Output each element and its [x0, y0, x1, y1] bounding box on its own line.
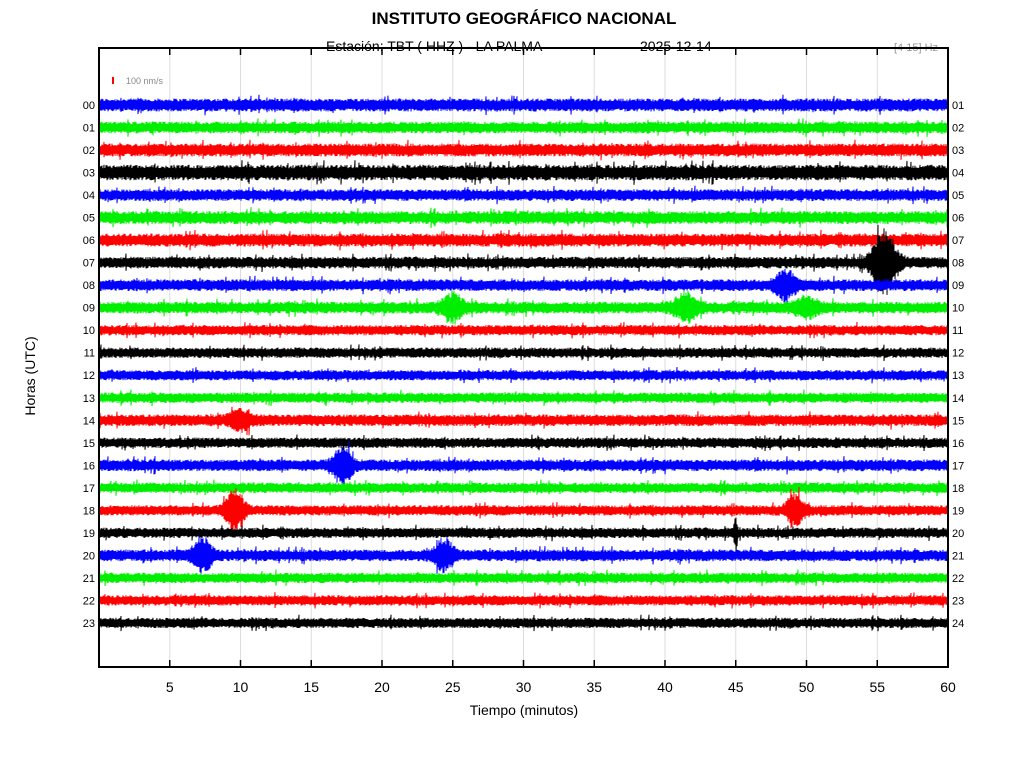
hour-label-left: 14	[83, 415, 95, 427]
trace-hour-00	[99, 94, 948, 116]
hour-label-left: 02	[83, 145, 95, 157]
x-tick-label: 25	[445, 679, 461, 695]
x-axis-label: Tiempo (minutos)	[469, 702, 579, 718]
x-tick-label: 60	[940, 679, 956, 695]
trace-hour-12	[99, 367, 948, 384]
date-label: 2025-12-14	[640, 38, 712, 54]
hour-label-left: 22	[83, 595, 95, 607]
trace-hour-08	[99, 268, 948, 303]
hour-label-right: 21	[952, 550, 964, 562]
trace-hour-17	[99, 479, 948, 497]
trace-hour-16	[99, 441, 948, 488]
station-label: Estación: TBT ( HHZ ) - LA PALMA	[326, 38, 543, 54]
trace-hour-15	[99, 434, 948, 452]
hour-label-right: 20	[952, 528, 964, 540]
hour-label-left: 13	[83, 393, 95, 405]
x-tick-label: 15	[303, 679, 319, 695]
trace-hour-21	[99, 569, 948, 587]
hour-label-right: 02	[952, 123, 964, 135]
hour-label-right: 16	[952, 438, 964, 450]
trace-hour-10	[99, 321, 948, 339]
hour-label-left: 04	[83, 190, 95, 202]
x-tick-label: 30	[516, 679, 532, 695]
hour-label-right: 17	[952, 460, 964, 472]
x-tick-label: 5	[166, 679, 174, 695]
hour-label-right: 11	[952, 325, 963, 337]
hour-label-right: 01	[952, 100, 964, 112]
hour-label-right: 24	[952, 618, 964, 630]
trace-hour-14	[99, 406, 948, 436]
chart-title: INSTITUTO GEOGRÁFICO NACIONAL	[371, 9, 677, 28]
hour-label-left: 19	[83, 528, 95, 540]
x-tick-label: 50	[799, 679, 815, 695]
hour-label-left: 08	[83, 280, 95, 292]
hour-label-left: 23	[83, 618, 95, 630]
hour-label-left: 20	[83, 550, 95, 562]
scale-bar	[112, 77, 114, 84]
trace-hour-09	[99, 290, 948, 325]
hour-label-right: 22	[952, 573, 964, 585]
trace-hour-20	[99, 536, 948, 576]
hour-label-right: 18	[952, 483, 964, 495]
hour-label-left: 09	[83, 303, 95, 315]
trace-hour-07	[99, 224, 948, 295]
x-tick-label: 10	[233, 679, 249, 695]
hour-label-left: 12	[83, 370, 95, 382]
hour-label-left: 07	[83, 258, 95, 270]
x-tick-label: 35	[586, 679, 602, 695]
hour-label-right: 19	[952, 505, 964, 517]
hour-label-left: 05	[83, 213, 95, 225]
hour-label-left: 17	[83, 483, 95, 495]
hour-label-right: 05	[952, 190, 964, 202]
x-tick-label: 40	[657, 679, 673, 695]
hour-label-left: 15	[83, 438, 95, 450]
hour-label-right: 08	[952, 258, 964, 270]
trace-hour-06	[99, 229, 948, 251]
trace-hour-11	[99, 344, 948, 362]
trace-hour-04	[99, 185, 948, 205]
trace-hour-02	[99, 139, 948, 161]
hour-label-left: 06	[83, 235, 95, 247]
trace-hour-18	[99, 487, 948, 534]
hour-label-left: 11	[84, 348, 95, 360]
trace-hour-05	[99, 207, 948, 229]
trace-hour-19	[99, 517, 948, 554]
scale-label: 100 nm/s	[126, 76, 164, 86]
hour-label-left: 00	[83, 100, 95, 112]
hour-label-left: 21	[83, 573, 95, 585]
hour-label-left: 16	[83, 460, 95, 472]
plot-frame	[98, 47, 949, 668]
x-tick-label: 55	[869, 679, 885, 695]
trace-hour-01	[99, 118, 948, 137]
hour-label-right: 13	[952, 370, 964, 382]
x-tick-label: 45	[728, 679, 744, 695]
hour-label-right: 04	[952, 168, 964, 180]
trace-hour-23	[99, 614, 948, 632]
hour-label-left: 01	[83, 123, 95, 135]
hour-label-right: 14	[952, 393, 964, 405]
hour-label-right: 07	[952, 235, 964, 247]
hour-label-right: 09	[952, 280, 964, 292]
hour-label-right: 23	[952, 595, 964, 607]
hour-label-right: 15	[952, 415, 964, 427]
hour-label-right: 06	[952, 213, 964, 225]
hour-label-left: 03	[83, 168, 95, 180]
trace-hour-13	[99, 389, 948, 407]
trace-hour-22	[99, 592, 948, 609]
hour-label-left: 10	[83, 325, 95, 337]
hour-label-right: 10	[952, 303, 964, 315]
hour-label-left: 18	[83, 505, 95, 517]
hour-label-right: 03	[952, 145, 964, 157]
x-tick-label: 20	[374, 679, 390, 695]
trace-hour-03	[99, 160, 948, 185]
hour-label-right: 12	[952, 348, 964, 360]
